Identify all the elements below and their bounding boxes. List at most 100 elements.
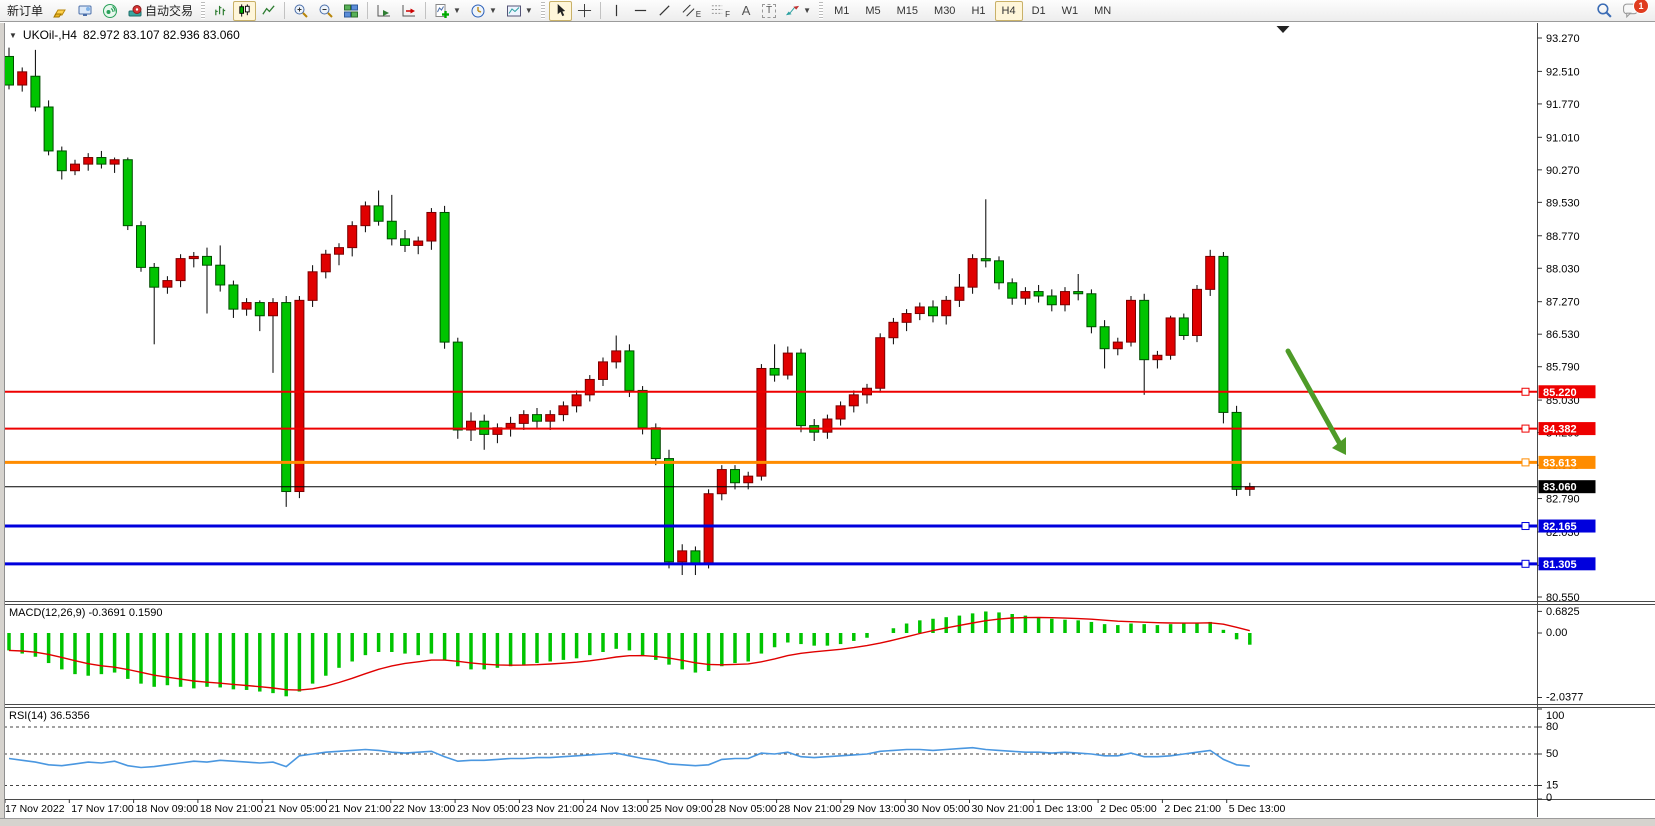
timeframe-button-D1[interactable]: D1 xyxy=(1031,4,1046,17)
trendline-button[interactable] xyxy=(653,1,676,21)
window-left-border xyxy=(0,23,5,825)
support-line-82165-handle[interactable] xyxy=(1521,522,1530,531)
svg-text:83.060: 83.060 xyxy=(1543,482,1577,494)
time-label: 17 Nov 17:00 xyxy=(71,803,134,815)
zoom-in-button[interactable] xyxy=(289,1,313,21)
svg-text:93.270: 93.270 xyxy=(1546,33,1580,45)
svg-text:86.530: 86.530 xyxy=(1546,329,1580,341)
dropdown-arrow-icon: ▼ xyxy=(524,6,533,15)
svg-text:88.030: 88.030 xyxy=(1546,263,1580,275)
candles xyxy=(4,47,1255,576)
channel-letter: E xyxy=(695,9,702,19)
timeframe-button-H1[interactable]: H1 xyxy=(971,4,986,17)
line-chart-icon xyxy=(262,5,275,15)
svg-text:90.270: 90.270 xyxy=(1546,165,1580,177)
chart-shift-button[interactable] xyxy=(397,1,421,21)
arrows-tool-button[interactable]: ▼ xyxy=(781,1,815,21)
toolbar-grip[interactable] xyxy=(540,2,545,19)
trend-arrow[interactable] xyxy=(1285,348,1343,447)
candlestick-chart-button[interactable] xyxy=(233,0,257,21)
support-line-81305-handle[interactable] xyxy=(1521,559,1530,568)
resistance-line-84382-handle[interactable] xyxy=(1521,424,1530,433)
timeframe-button-W1[interactable]: W1 xyxy=(1061,4,1079,17)
signals-button[interactable] xyxy=(98,1,122,21)
svg-text:85.790: 85.790 xyxy=(1546,362,1580,374)
time-label: 17 Nov 2022 xyxy=(5,803,65,815)
svg-text:81.305: 81.305 xyxy=(1543,559,1577,571)
price-axis[interactable]: 93.270 92.510 91.770 91.010 90.270 89.530 88.7… xyxy=(1537,33,1580,604)
time-label: 30 Nov 21:00 xyxy=(971,803,1034,815)
line-chart-button[interactable] xyxy=(257,1,280,21)
bar-chart-button[interactable] xyxy=(209,1,232,21)
chart-shift-marker-icon[interactable] xyxy=(1276,26,1290,33)
time-label: 30 Nov 05:00 xyxy=(907,803,970,815)
autotrading-button[interactable]: 自动交易 xyxy=(123,1,197,21)
text-button[interactable]: A xyxy=(735,1,757,21)
timeframe-button-M15[interactable]: M15 xyxy=(896,4,919,17)
macd-panel: 0.6825 0.00 -2.0377 xyxy=(7,606,1583,703)
chart-frame xyxy=(0,23,1655,817)
pivot-line-83613-handle[interactable] xyxy=(1521,458,1530,467)
timeframe-button-MN[interactable]: MN xyxy=(1094,4,1112,17)
chart-shift-icon xyxy=(402,4,416,16)
cursor-button[interactable] xyxy=(548,0,572,21)
svg-text:84.382: 84.382 xyxy=(1543,424,1577,436)
new-order-button[interactable]: 新订单 xyxy=(7,4,44,18)
tile-windows-button[interactable] xyxy=(339,1,363,21)
dropdown-arrow-icon: ▼ xyxy=(453,6,461,15)
timeframe-button-H4[interactable]: H4 xyxy=(994,0,1023,21)
toolbar-grip[interactable] xyxy=(201,2,206,19)
annotations[interactable] xyxy=(1276,26,1347,455)
auto-scroll-button[interactable] xyxy=(372,1,396,21)
timeframe-button-M5[interactable]: M5 xyxy=(865,4,881,17)
time-label: 25 Nov 09:00 xyxy=(650,803,713,815)
toolbar-grip[interactable] xyxy=(819,2,824,19)
chart-menu-caret-icon[interactable]: ▼ xyxy=(9,30,17,40)
gold-bars-button[interactable] xyxy=(48,1,72,21)
templates-button[interactable]: ▼ xyxy=(502,1,537,21)
trend-arrow-head[interactable] xyxy=(1332,437,1346,455)
text-label-button[interactable]: T xyxy=(758,1,780,21)
terminals-button[interactable] xyxy=(73,1,97,21)
zoom-out-icon xyxy=(319,4,333,18)
indicators-button[interactable]: ▼ xyxy=(430,1,465,21)
signals-icon xyxy=(103,3,118,18)
periods-button[interactable]: ▼ xyxy=(466,1,501,21)
cursor-icon xyxy=(557,3,565,17)
svg-text:85.220: 85.220 xyxy=(1543,387,1577,399)
horizontal-line-button[interactable] xyxy=(629,1,652,21)
fibonacci-letter: F xyxy=(725,9,731,19)
time-label: 1 Dec 13:00 xyxy=(1035,803,1093,815)
resistance-line-85220-handle[interactable] xyxy=(1521,387,1530,396)
equidistant-channel-button[interactable]: E xyxy=(677,1,705,21)
time-axis[interactable]: 17 Nov 2022 17 Nov 17:00 18 Nov 09:00 18 No… xyxy=(0,803,1537,818)
svg-text:0: 0 xyxy=(1546,792,1552,804)
gold-bars-icon xyxy=(53,9,66,17)
candlestick-chart-icon xyxy=(239,4,250,17)
svg-text:87.270: 87.270 xyxy=(1546,297,1580,309)
window-bottom-border xyxy=(0,818,1655,826)
rsi-indicator-label: RSI(14) 36.5356 xyxy=(9,710,90,722)
zoom-out-button[interactable] xyxy=(314,1,338,21)
horizontal-lines[interactable]: 85.220 84.382 83.613 83.060 82.165 81.305 xyxy=(4,385,1596,571)
svg-text:-2.0377: -2.0377 xyxy=(1546,691,1583,703)
chat-button[interactable]: 1 xyxy=(1618,0,1649,21)
notification-badge: 1 xyxy=(1633,0,1649,14)
vertical-line-button[interactable] xyxy=(605,1,628,21)
svg-text:92.510: 92.510 xyxy=(1546,66,1580,78)
tile-windows-icon xyxy=(344,4,359,17)
timeframe-button-M30[interactable]: M30 xyxy=(934,4,956,17)
terminal-icon xyxy=(78,5,92,16)
toolbar-separator xyxy=(425,2,427,19)
crosshair-icon xyxy=(577,3,591,18)
search-button[interactable] xyxy=(1592,1,1617,21)
chart-ohlc-values: 82.972 83.107 82.936 83.060 xyxy=(82,28,240,42)
fibonacci-button[interactable]: F xyxy=(706,1,734,21)
periods-clock-icon xyxy=(471,4,485,17)
time-label: 21 Nov 21:00 xyxy=(328,803,391,815)
macd-indicator-label: MACD(12,26,9) -0.3691 0.1590 xyxy=(9,607,163,619)
svg-text:15: 15 xyxy=(1546,780,1558,792)
crosshair-button[interactable] xyxy=(573,1,596,21)
timeframe-button-M1[interactable]: M1 xyxy=(834,4,850,17)
